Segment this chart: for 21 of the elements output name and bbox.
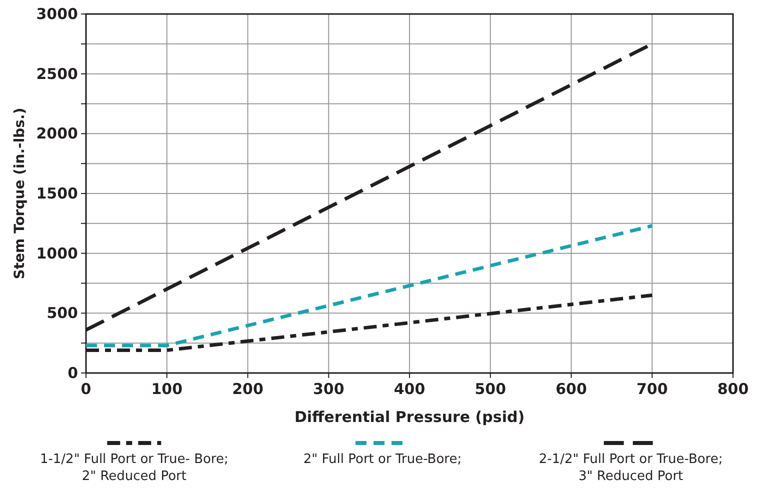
y-tick-label: 2500 bbox=[36, 64, 78, 83]
x-tick-label: 0 bbox=[80, 380, 92, 398]
x-tick-label: 700 bbox=[636, 380, 668, 398]
x-tick-label: 100 bbox=[151, 380, 183, 398]
legend-label: 1-1/2" Full Port or True- Bore; 2" Reduced Port bbox=[40, 452, 228, 484]
x-tick-label: 400 bbox=[394, 380, 426, 398]
y-tick-label: 500 bbox=[46, 304, 78, 322]
x-axis-title: Differential Pressure (psid) bbox=[294, 408, 525, 426]
y-tick-label: 3000 bbox=[36, 5, 78, 23]
x-tick-label: 200 bbox=[232, 380, 264, 398]
legend-label: 2" Full Port or True-Bore; bbox=[303, 452, 462, 467]
y-tick-label: 2000 bbox=[36, 124, 78, 143]
y-tick-label: 1000 bbox=[36, 244, 78, 262]
x-tick-label: 500 bbox=[474, 380, 506, 398]
legend-label: 2-1/2" Full Port or True-Bore; 3" Reduced Port bbox=[538, 452, 723, 484]
y-tick-label: 0 bbox=[68, 364, 78, 382]
x-tick-label: 600 bbox=[556, 380, 587, 398]
y-tick-label: 1500 bbox=[36, 184, 78, 202]
x-tick-label: 300 bbox=[312, 380, 344, 398]
x-tick-label: 800 bbox=[717, 380, 749, 398]
y-axis-title: Stem Torque (in.-lbs.) bbox=[12, 108, 28, 280]
